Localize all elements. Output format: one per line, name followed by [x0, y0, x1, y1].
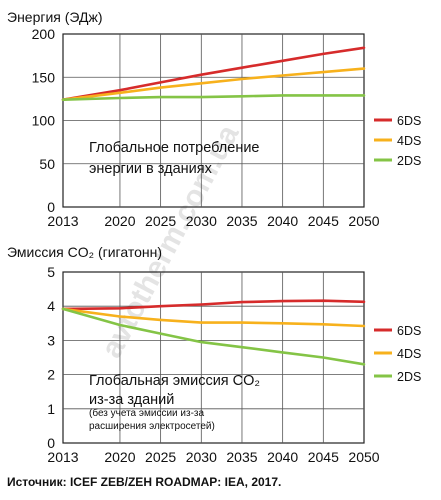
- y-tick-label-0-1: 50: [39, 156, 55, 172]
- legend-label-1-2DS: 2DS: [397, 370, 421, 384]
- series-line-1-4DS: [61, 307, 366, 328]
- source-note: Источник: ICEF ZEB/ZEH ROADMAP: IEA, 201…: [7, 475, 282, 489]
- x-tick-label-0-6: 2045: [308, 213, 339, 229]
- chart-note-1-1: расширения электросетей): [89, 421, 215, 432]
- chart-annotation-0-0: Глобальное потребление: [89, 140, 260, 156]
- x-tick-label-1-1: 2020: [104, 449, 135, 465]
- series-line-1-2DS: [61, 307, 366, 366]
- y-tick-label-1-2: 2: [47, 367, 55, 383]
- y-tick-label-0-0: 0: [47, 199, 55, 215]
- x-tick-label-0-5: 2040: [267, 213, 298, 229]
- legend-label-0-6DS: 6DS: [397, 114, 421, 128]
- x-tick-label-1-2: 2025: [145, 449, 176, 465]
- y-axis-title-0: Энергия (ЭДж): [7, 9, 103, 25]
- chart-annotation-1-0: Глобальная эмиссия CO₂: [89, 373, 260, 389]
- series-line-0-2DS: [61, 94, 366, 101]
- y-tick-label-1-1: 1: [47, 401, 55, 417]
- x-tick-label-0-0: 2013: [47, 213, 78, 229]
- y-tick-label-1-4: 4: [47, 298, 55, 314]
- plot-frame-1: [62, 271, 365, 444]
- x-tick-label-0-2: 2025: [145, 213, 176, 229]
- legend-label-0-4DS: 4DS: [397, 134, 421, 148]
- x-tick-label-0-4: 2035: [226, 213, 257, 229]
- x-tick-label-0-1: 2020: [104, 213, 135, 229]
- x-tick-label-1-5: 2040: [267, 449, 298, 465]
- legend-label-1-6DS: 6DS: [397, 324, 421, 338]
- legend-label-1-4DS: 4DS: [397, 347, 421, 361]
- chart-note-1-0: (без учета эмиссии из-за: [89, 407, 204, 419]
- chart-annotation-1-1: из-за зданий: [89, 392, 174, 408]
- y-tick-label-1-0: 0: [47, 435, 55, 451]
- y-tick-label-1-3: 3: [47, 332, 55, 348]
- x-tick-label-1-0: 2013: [47, 449, 78, 465]
- series-line-1-6DS: [61, 299, 366, 311]
- x-tick-label-0-3: 2030: [186, 213, 217, 229]
- x-tick-label-1-7: 2050: [348, 449, 379, 465]
- y-tick-label-0-3: 150: [32, 69, 56, 85]
- series-line-0-6DS: [61, 46, 366, 101]
- y-axis-title-1: Эмиссия CO₂ (гигатонн): [7, 244, 162, 260]
- y-tick-label-0-2: 100: [32, 113, 56, 129]
- legend-label-0-2DS: 2DS: [397, 154, 421, 168]
- chart-annotation-0-1: энергии в зданиях: [89, 161, 213, 177]
- y-tick-label-1-5: 5: [47, 264, 55, 280]
- x-tick-label-1-3: 2030: [186, 449, 217, 465]
- y-tick-label-0-4: 200: [32, 26, 56, 42]
- x-tick-label-1-4: 2035: [226, 449, 257, 465]
- x-tick-label-0-7: 2050: [348, 213, 379, 229]
- x-tick-label-1-6: 2045: [308, 449, 339, 465]
- series-line-0-4DS: [61, 67, 366, 101]
